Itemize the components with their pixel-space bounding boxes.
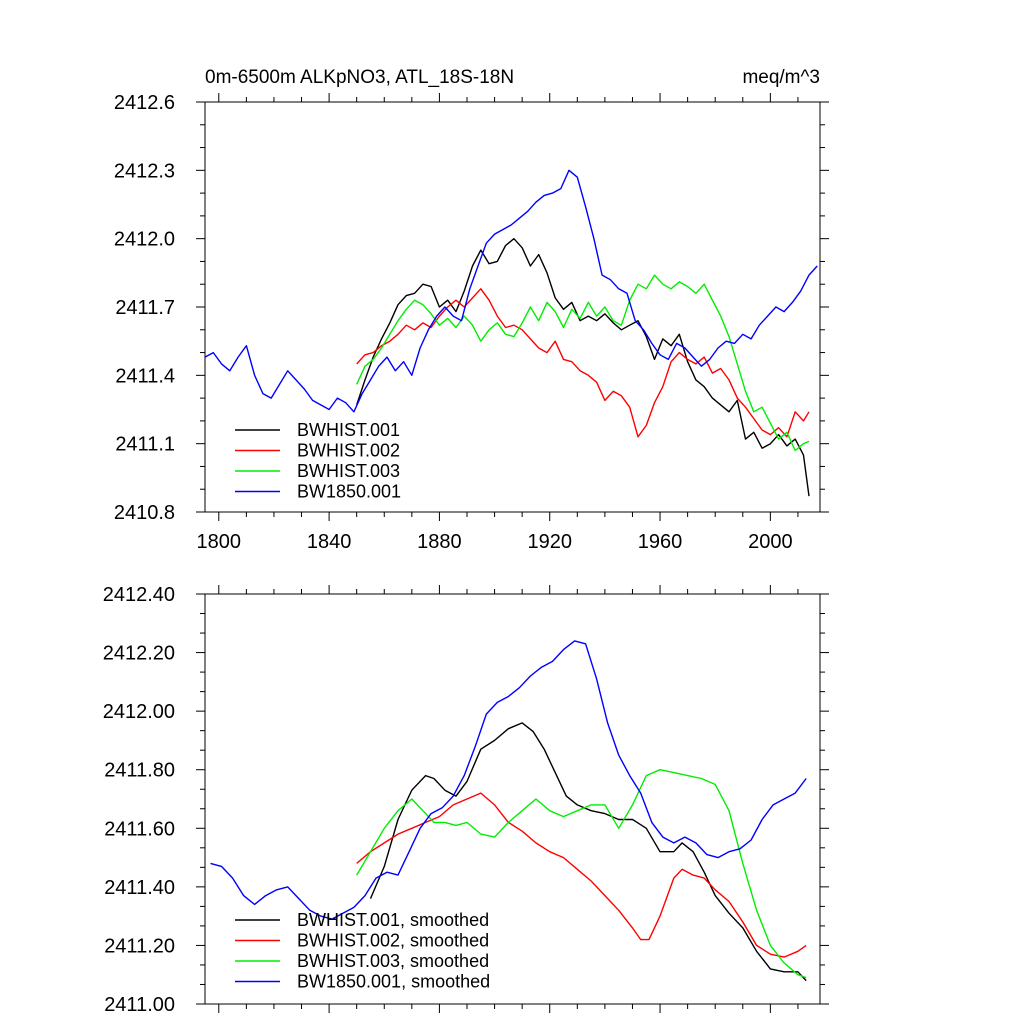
series-line-4 <box>210 640 807 920</box>
legend-label: BWHIST.002, smoothed <box>297 931 489 951</box>
y-tick-label: 2411.40 <box>104 877 175 899</box>
x-tick-label: 2000 <box>748 531 793 553</box>
legend-label: BWHIST.001 <box>297 420 400 440</box>
y-tick-label: 2412.0 <box>114 229 175 251</box>
bottom-panel: 2411.00 2411.20 2411.40 2411.60 2411.80 2412.… <box>103 584 829 1016</box>
top-panel: 0m-6500m ALKpNO3, ATL_18S-18N meq/m^3 18… <box>114 67 829 553</box>
legend-label: BWHIST.001, smoothed <box>297 910 489 930</box>
x-tick-label: 1880 <box>417 531 462 553</box>
y-tick-label: 2412.20 <box>103 643 175 665</box>
y-tick-label: 2411.7 <box>115 297 175 319</box>
top-plot-area: 1800 1840 1880 1920 1960 2000 2410.8 2411.1 2411… <box>114 92 829 553</box>
x-tick-label: 1960 <box>638 531 683 553</box>
y-tick-label: 2412.00 <box>103 701 175 723</box>
bottom-plot-area: 2411.00 2411.20 2411.40 2411.60 2411.80 2412.… <box>103 584 829 1016</box>
x-tick-label: 1800 <box>197 531 242 553</box>
plot-frame <box>204 593 821 1005</box>
y-tick-label: 2411.20 <box>104 935 175 957</box>
legend-label: BWHIST.002 <box>297 441 400 461</box>
y-tick-label: 2412.6 <box>114 92 175 114</box>
legend-label: BWHIST.003 <box>297 461 400 481</box>
series-line-1 <box>356 237 810 497</box>
y-tick-label: 2411.4 <box>115 365 175 387</box>
top-panel-title: 0m-6500m ALKpNO3, ATL_18S-18N <box>205 67 514 88</box>
y-tick-label: 2411.60 <box>104 818 175 840</box>
series-line-3 <box>356 274 810 452</box>
y-tick-label: 2411.80 <box>104 760 175 782</box>
x-tick-label: 1840 <box>307 531 352 553</box>
series-line-2 <box>356 288 810 438</box>
top-panel-units: meq/m^3 <box>742 67 820 88</box>
y-tick-label: 2410.8 <box>114 502 175 524</box>
x-tick-label: 1920 <box>527 531 572 553</box>
series-line-2 <box>356 792 807 958</box>
y-tick-label: 2411.00 <box>104 994 175 1016</box>
y-tick-label: 2411.1 <box>115 434 175 456</box>
legend-label: BW1850.001, smoothed <box>297 972 490 992</box>
y-tick-label: 2412.3 <box>114 160 175 182</box>
legend-label: BW1850.001 <box>297 482 401 502</box>
y-tick-label: 2412.40 <box>103 584 175 606</box>
legend-label: BWHIST.003, smoothed <box>297 951 489 971</box>
series-line-4 <box>204 169 818 413</box>
series-line-3 <box>356 769 807 979</box>
series-group <box>210 640 807 982</box>
series-group <box>204 169 818 497</box>
